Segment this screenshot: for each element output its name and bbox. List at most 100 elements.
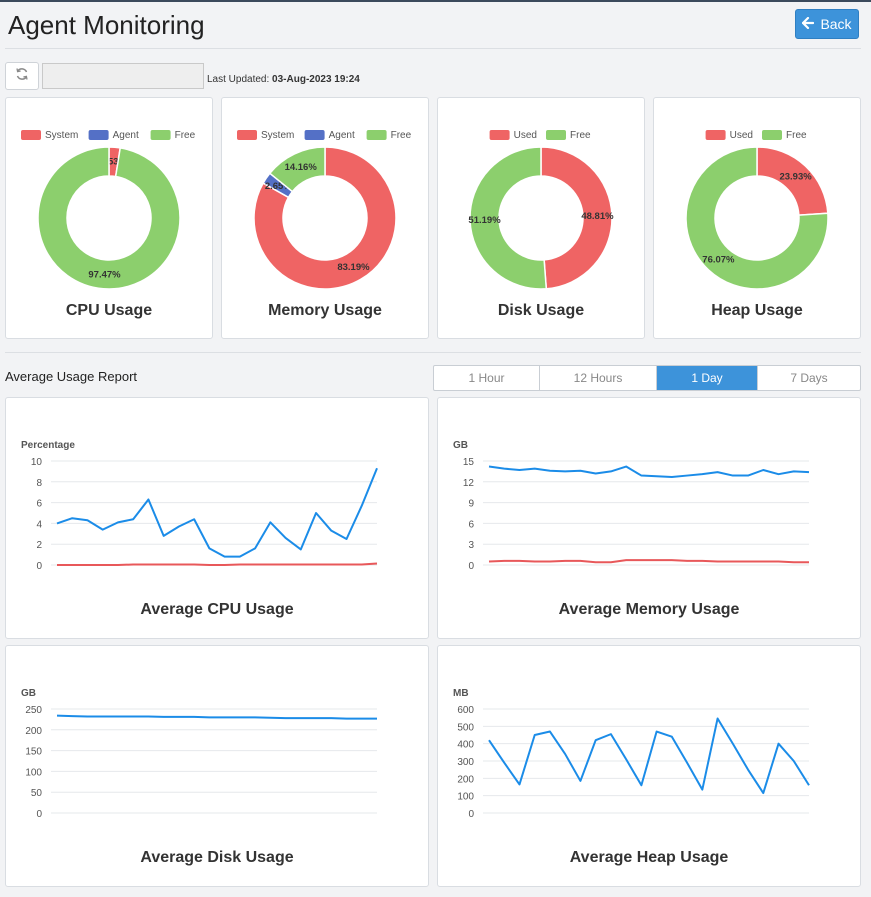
y-axis-label: GB xyxy=(21,688,36,699)
legend-swatch xyxy=(21,130,41,140)
slice-label: 48.81% xyxy=(581,211,614,222)
series-line-1 xyxy=(488,559,809,564)
slice-free[interactable] xyxy=(37,146,181,290)
cpu-usage-donut: System Agent Free 2.53% 97.47% xyxy=(21,130,196,290)
chart-title: Average Memory Usage xyxy=(558,601,740,618)
legend-label: Free xyxy=(786,130,807,141)
avg-disk-usage-chart: GB 0 50 100 150 200 250 xyxy=(21,688,377,820)
back-button[interactable]: Back xyxy=(795,9,859,39)
legend-item-used[interactable]: Used xyxy=(705,130,753,141)
y-tick-label: 300 xyxy=(457,757,474,768)
series-line-0 xyxy=(488,717,810,795)
y-tick-label: 0 xyxy=(36,561,42,572)
slice-label: 2.65% xyxy=(265,181,292,192)
legend-item-system[interactable]: System xyxy=(21,130,78,141)
legend-swatch xyxy=(304,130,325,140)
y-axis-label: Percentage xyxy=(21,440,75,451)
page-title: Agent Monitoring xyxy=(8,10,205,40)
legend-item-free[interactable]: Free xyxy=(366,130,412,141)
slice-system[interactable] xyxy=(253,146,397,290)
legend-label: System xyxy=(45,130,78,141)
chart-title: Average CPU Usage xyxy=(140,601,294,618)
y-axis-label: GB xyxy=(453,440,468,451)
heap-usage-donut: Used Free 23.93% 76.07% xyxy=(685,130,829,290)
legend-item-agent[interactable]: Agent xyxy=(88,130,139,141)
legend-label: Agent xyxy=(113,130,139,141)
y-tick-label: 200 xyxy=(25,726,42,737)
slice-label: 83.19% xyxy=(337,262,370,273)
slice-used[interactable] xyxy=(540,146,613,290)
y-tick-label: 200 xyxy=(457,774,474,785)
y-axis-label: MB xyxy=(453,688,469,699)
y-tick-label: 150 xyxy=(25,747,42,758)
legend-swatch xyxy=(150,130,171,140)
top-border xyxy=(0,0,871,2)
tab-1-day[interactable]: 1 Day xyxy=(657,366,758,390)
y-tick-label: 15 xyxy=(463,457,475,468)
card-title: Disk Usage xyxy=(497,302,585,319)
avg-memory-usage-chart: GB 0 3 6 9 12 15 xyxy=(453,440,810,572)
refresh-button[interactable] xyxy=(5,62,39,90)
y-tick-label: 6 xyxy=(468,519,474,530)
y-tick-label: 100 xyxy=(25,767,42,778)
legend-item-free[interactable]: Free xyxy=(546,130,591,141)
arrow-left-icon xyxy=(802,16,815,32)
section-divider xyxy=(5,352,861,353)
legend-label: Used xyxy=(730,130,753,141)
legend-label: Used xyxy=(514,130,537,141)
legend-item-free[interactable]: Free xyxy=(150,130,196,141)
avg-memory-usage-card: GB 0 3 6 9 12 15 Average Memory Usage xyxy=(437,397,861,639)
legend-label: Free xyxy=(175,130,196,141)
legend-item-used[interactable]: Used xyxy=(489,130,537,141)
y-tick-label: 0 xyxy=(468,561,474,572)
y-tick-label: 4 xyxy=(36,519,42,530)
slice-free[interactable] xyxy=(685,146,829,290)
avg-cpu-usage-chart: Percentage 0 2 4 6 8 10 xyxy=(21,440,378,572)
legend-item-free[interactable]: Free xyxy=(762,130,807,141)
y-tick-label: 600 xyxy=(457,705,474,716)
last-updated-label: Last Updated: xyxy=(207,74,270,85)
disk-usage-card: Used Free 48.81% 51.19% Disk Usage xyxy=(437,97,645,339)
slice-label: 2.53% xyxy=(100,157,127,168)
y-tick-label: 0 xyxy=(468,809,474,820)
legend-label: Free xyxy=(391,130,412,141)
legend-swatch xyxy=(705,130,726,140)
legend-label: Free xyxy=(570,130,591,141)
tab-7-days[interactable]: 7 Days xyxy=(790,371,828,385)
y-tick-label: 10 xyxy=(31,457,43,468)
y-tick-label: 9 xyxy=(468,499,474,510)
memory-usage-donut: System Agent Free 83.19% 2.65% 14.16% xyxy=(237,130,412,290)
slice-label: 76.07% xyxy=(702,254,735,265)
tab-12-hours[interactable]: 12 Hours xyxy=(540,366,657,390)
series-line-0 xyxy=(488,465,810,478)
legend-item-agent[interactable]: Agent xyxy=(304,130,355,141)
memory-usage-card: System Agent Free 83.19% 2.65% 14.16% Memory … xyxy=(221,97,429,339)
slice-label: 23.93% xyxy=(779,172,812,183)
y-tick-label: 500 xyxy=(457,722,474,733)
series-line-1 xyxy=(57,562,378,566)
slice-label: 97.47% xyxy=(88,269,121,280)
time-range-tabs: 1 Hour 12 Hours 1 Day 7 Days xyxy=(433,365,861,391)
slice-label: 14.16% xyxy=(285,162,318,173)
heap-usage-card: Used Free 23.93% 76.07% Heap Usage xyxy=(653,97,861,339)
slice-free[interactable] xyxy=(268,146,326,193)
last-updated-value: 03-Aug-2023 19:24 xyxy=(272,74,360,85)
legend-swatch xyxy=(237,130,257,140)
y-tick-label: 6 xyxy=(36,499,42,510)
avg-cpu-usage-card: Percentage 0 2 4 6 8 10 Average CPU Usage xyxy=(5,397,429,639)
last-updated: Last Updated: 03-Aug-2023 19:24 xyxy=(207,74,360,85)
legend-swatch xyxy=(366,130,387,140)
legend-item-system[interactable]: System xyxy=(237,130,294,141)
header-divider xyxy=(5,48,861,49)
tab-1-hour[interactable]: 1 Hour xyxy=(434,366,540,390)
legend-swatch xyxy=(762,130,782,140)
legend-swatch xyxy=(489,130,510,140)
date-range-input[interactable] xyxy=(42,63,204,89)
back-button-label: Back xyxy=(820,16,852,32)
y-tick-label: 250 xyxy=(25,705,42,716)
slice-free[interactable] xyxy=(469,146,548,290)
slice-label: 51.19% xyxy=(468,215,501,226)
card-title: CPU Usage xyxy=(65,302,153,319)
y-tick-label: 3 xyxy=(468,540,474,551)
disk-usage-donut: Used Free 48.81% 51.19% xyxy=(468,130,614,290)
